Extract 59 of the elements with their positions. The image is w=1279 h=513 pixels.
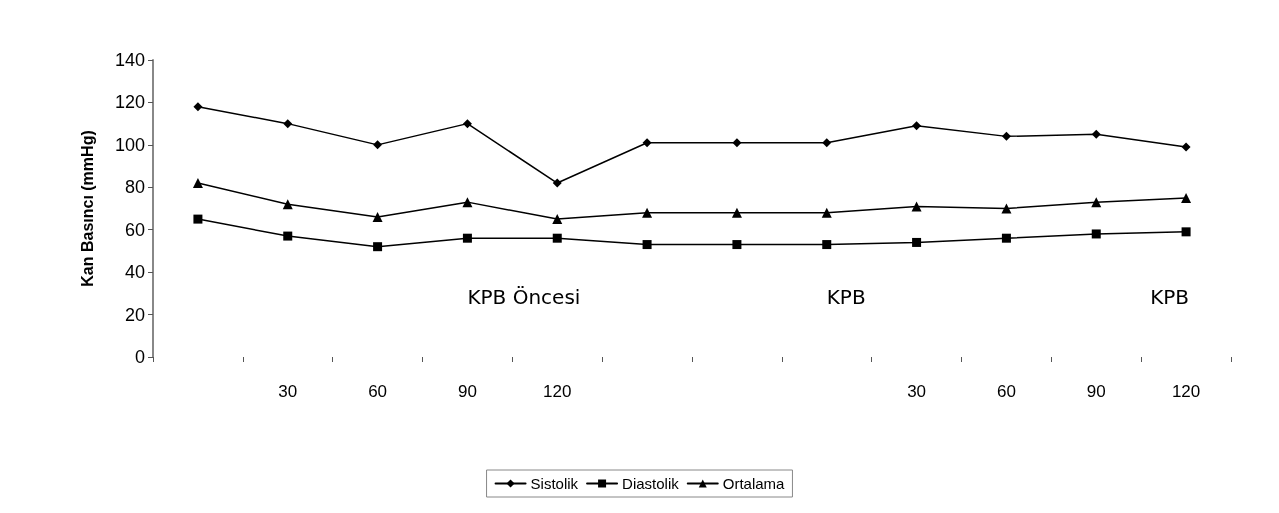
y-tick-label: 100 — [114, 134, 145, 155]
point — [1181, 227, 1191, 237]
point — [822, 138, 832, 148]
point — [552, 233, 562, 243]
point — [1001, 233, 1011, 243]
x-tick-label: 90 — [457, 382, 477, 401]
point — [373, 242, 383, 252]
x-tick-label: 90 — [1086, 382, 1106, 401]
point — [462, 119, 472, 129]
point — [912, 237, 922, 247]
point — [642, 138, 652, 148]
point — [462, 233, 472, 243]
point — [283, 231, 293, 241]
point — [642, 207, 653, 218]
point — [1091, 129, 1101, 139]
annotation: KPB Öncesi — [467, 285, 581, 309]
point — [372, 211, 383, 222]
y-tick-label: 120 — [114, 92, 145, 113]
legend-label: Diastolik — [622, 475, 680, 492]
x-tick-label: 60 — [996, 382, 1016, 401]
point — [282, 199, 293, 210]
y-tick-label: 40 — [124, 262, 145, 283]
point — [283, 119, 293, 129]
legend-label: Sistolik — [530, 475, 579, 492]
point — [193, 102, 203, 112]
point — [1091, 197, 1102, 208]
point — [642, 240, 652, 250]
point — [822, 240, 832, 250]
x-tick-label: 30 — [278, 382, 298, 401]
point — [192, 178, 203, 189]
point — [462, 197, 473, 208]
annotation: KPB — [826, 285, 866, 309]
point — [552, 214, 563, 225]
point — [373, 140, 383, 150]
point — [1181, 142, 1191, 152]
point — [731, 207, 742, 218]
y-axis-title: Kan Basıncı (mmHg) — [78, 130, 96, 287]
point — [912, 121, 922, 131]
point — [1001, 203, 1012, 214]
y-tick-label: 60 — [124, 219, 145, 240]
point — [732, 240, 742, 250]
point — [821, 207, 832, 218]
point — [1181, 192, 1192, 203]
point — [193, 214, 203, 224]
legend-label: Ortalama — [722, 475, 786, 492]
x-tick-label: 30 — [907, 382, 927, 401]
x-tick-label: 120 — [1171, 382, 1201, 401]
x-tick-label: 120 — [543, 382, 572, 401]
point — [552, 178, 562, 188]
point — [1001, 131, 1011, 141]
y-tick-label: 20 — [124, 304, 145, 325]
y-tick-label: 140 — [114, 50, 145, 70]
point — [911, 201, 922, 212]
y-tick-label: 0 — [134, 347, 145, 367]
annotation: KPB — [1150, 285, 1190, 309]
point — [732, 138, 742, 148]
point — [1091, 229, 1101, 239]
x-tick-label: 60 — [368, 382, 388, 401]
y-tick-label: 80 — [124, 177, 145, 198]
